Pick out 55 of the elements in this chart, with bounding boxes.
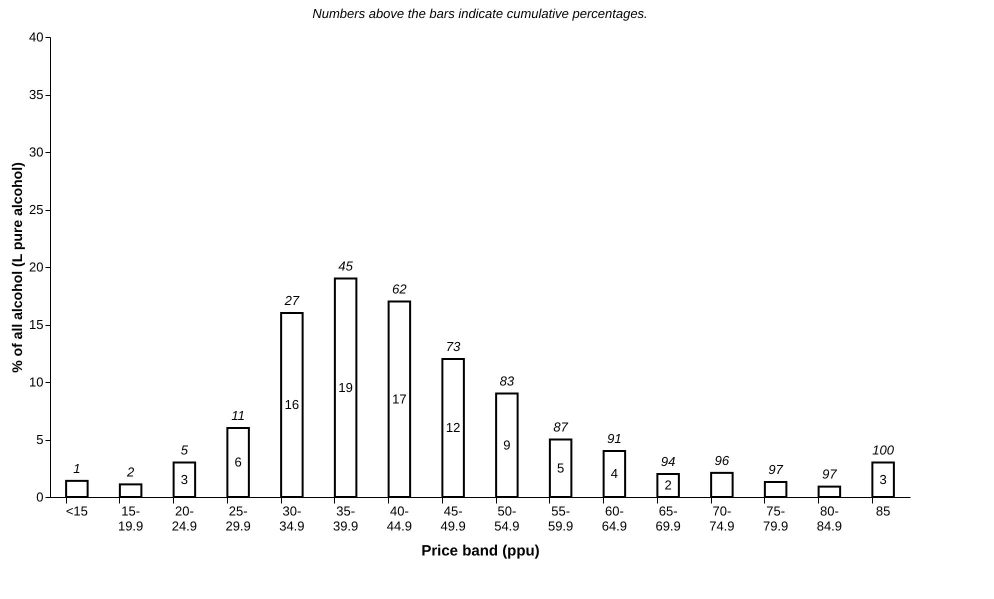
y-tick-label: 30 <box>29 144 44 160</box>
x-tick-label: 60-64.9 <box>602 504 628 534</box>
annotation: 5 <box>180 442 189 458</box>
annotation: 97 <box>822 466 838 482</box>
annotation: 96 <box>714 452 730 468</box>
annotation: 45 <box>338 258 354 274</box>
x-tick-label: 35-39.9 <box>332 504 358 534</box>
data-label: 17 <box>392 391 407 406</box>
annotation: 97 <box>768 462 784 478</box>
data-label: 2 <box>664 478 672 492</box>
x-tick-label: 15-19.9 <box>118 504 144 534</box>
data-label: 4 <box>610 466 618 481</box>
annotation: 87 <box>553 420 569 434</box>
y-tick-label: 35 <box>29 87 44 102</box>
annotation: 100 <box>872 442 895 458</box>
data-label: 9 <box>503 437 510 452</box>
data-label: 5 <box>557 460 564 476</box>
annotation: 11 <box>231 408 245 423</box>
data-label: 6 <box>234 454 242 470</box>
y-axis-title: % of all alcohol (L pure alcohol) <box>9 162 26 373</box>
annotation: 2 <box>126 464 136 480</box>
data-label: 16 <box>284 397 300 412</box>
x-tick-label: 80-84.9 <box>816 504 842 534</box>
x-tick-label: 30-34.9 <box>279 504 305 534</box>
y-tick-label: 40 <box>29 30 44 44</box>
x-tick-label: 40-44.9 <box>386 504 412 534</box>
x-axis-title: Price band (ppu) <box>421 542 540 560</box>
data-label: 3 <box>880 472 887 487</box>
annotation: 62 <box>392 282 408 296</box>
x-tick-label: 85 <box>876 504 890 518</box>
x-tick-label: 20-24.9 <box>172 504 198 534</box>
data-label: 12 <box>446 420 460 435</box>
data-label: 19 <box>338 380 353 395</box>
annotation: 83 <box>500 374 515 388</box>
data-label: 3 <box>180 472 188 487</box>
annotation: 73 <box>446 339 462 354</box>
chart-title: Numbers above the bars indicate cumulative percentages. <box>312 6 648 21</box>
y-tick-label: 10 <box>29 374 44 390</box>
x-tick-label: 50-54.9 <box>494 504 520 534</box>
x-tick-label: <15 <box>66 504 88 518</box>
annotation: 91 <box>607 431 622 446</box>
annotation: 94 <box>660 454 676 469</box>
annotation: 27 <box>284 293 300 308</box>
y-tick-label: 0 <box>36 490 44 504</box>
x-tick-label: 70-74.9 <box>709 504 735 534</box>
x-tick-label: 55-59.9 <box>548 504 574 534</box>
x-tick-label: 25-29.9 <box>225 504 251 534</box>
y-tick-label: 25 <box>29 202 44 217</box>
y-tick-label: 15 <box>29 317 44 332</box>
y-tick-label: 5 <box>36 432 44 447</box>
y-tick-label: 20 <box>29 260 44 274</box>
x-tick-label: 45-49.9 <box>440 504 466 534</box>
x-tick-label: 75-79.9 <box>762 504 788 534</box>
annotation: 1 <box>73 460 80 476</box>
x-tick-label: 65-69.9 <box>655 504 681 534</box>
